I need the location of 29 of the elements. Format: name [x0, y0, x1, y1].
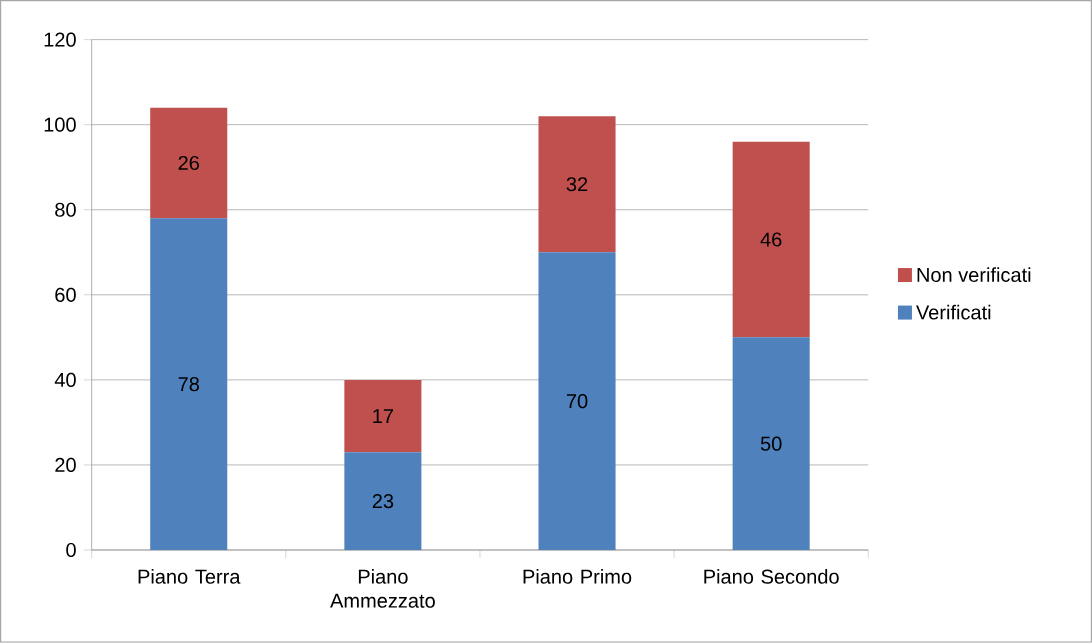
bar	[344, 380, 422, 453]
y-tick-label: 100	[44, 117, 76, 132]
x-tick-label: Piano Terra	[138, 569, 241, 584]
x-tick-label: Piano Primo	[523, 569, 632, 584]
bar	[344, 452, 422, 551]
bar	[732, 337, 810, 551]
data-label: 32	[566, 177, 588, 192]
y-tick-label: 120	[44, 32, 76, 47]
bar	[538, 252, 616, 551]
data-label: 46	[760, 232, 782, 247]
data-label: 78	[178, 377, 199, 392]
bar	[150, 107, 228, 219]
legend-label: Non verificati	[917, 267, 1031, 283]
bar	[732, 141, 810, 338]
legend-label: Verificati	[916, 304, 991, 320]
bar	[538, 116, 616, 253]
y-tick-label: 40	[54, 372, 76, 388]
data-label: 26	[178, 156, 199, 171]
data-label: 17	[373, 409, 394, 424]
y-tick-label: 0	[66, 543, 76, 558]
x-tick-label: Piano Ammezzato	[330, 569, 435, 608]
y-tick-label: 20	[55, 458, 76, 473]
data-label: 23	[372, 494, 394, 509]
data-label: 50	[760, 436, 782, 451]
bar	[150, 218, 228, 551]
y-tick-label: 60	[55, 287, 76, 303]
y-tick-label: 80	[55, 202, 76, 217]
x-tick-label: Piano Secondo	[704, 569, 839, 584]
data-label: 70	[566, 394, 588, 409]
